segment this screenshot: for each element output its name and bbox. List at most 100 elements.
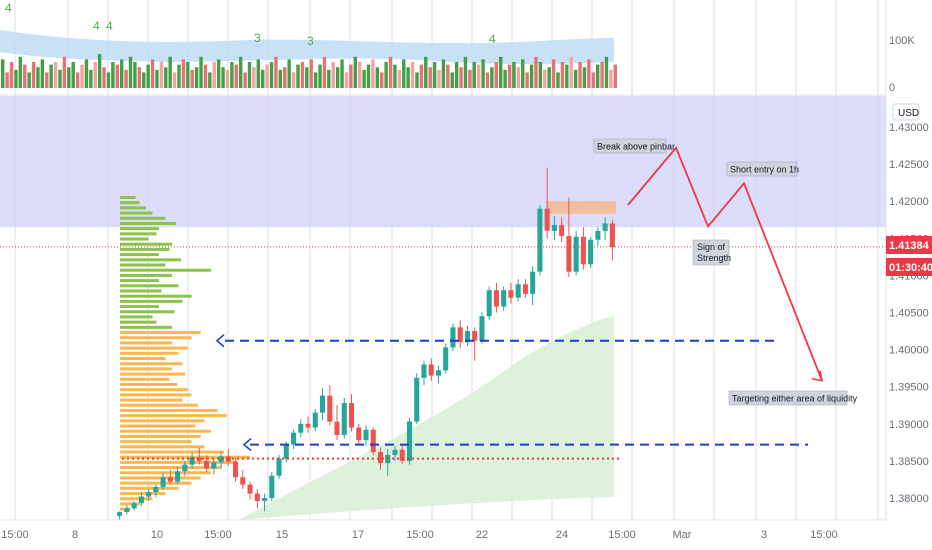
candle-body xyxy=(305,423,311,428)
volume-bar xyxy=(159,62,164,88)
volume-bar xyxy=(331,62,335,88)
candle-body xyxy=(117,512,123,516)
price-tick: 1.42500 xyxy=(889,159,929,171)
volume-bar xyxy=(521,59,525,88)
volume-bar xyxy=(164,67,168,88)
volume-bar xyxy=(265,64,269,88)
volume-bar xyxy=(58,69,62,88)
volume-bar xyxy=(97,54,102,88)
profile-bar xyxy=(120,315,153,319)
volume-bar xyxy=(525,72,529,88)
profile-bar xyxy=(120,211,153,215)
currency-button[interactable] xyxy=(892,103,920,121)
price-axis[interactable]: 1.430001.425001.420001.415001.410001.405… xyxy=(885,0,932,520)
projection-path xyxy=(627,146,823,382)
volume-bar xyxy=(415,72,419,88)
profile-bar xyxy=(120,414,227,418)
volume-bar xyxy=(534,56,538,88)
candle-body xyxy=(262,498,268,501)
volume-bar xyxy=(186,62,190,88)
profile-bar xyxy=(120,362,183,366)
volume-bar xyxy=(106,72,111,88)
candle-body xyxy=(334,421,340,435)
volume-bar xyxy=(283,67,287,88)
volume-count-label-partial: 4 xyxy=(5,1,12,15)
volume-count-label: 3 xyxy=(307,34,314,48)
profile-bar xyxy=(120,440,192,444)
current-price-badge xyxy=(886,236,932,254)
growth-cone xyxy=(238,316,614,520)
volume-count-label: 4 xyxy=(489,32,496,46)
profile-bar xyxy=(120,289,162,293)
volume-bar xyxy=(512,62,516,88)
time-tick: 15:00 xyxy=(204,529,232,541)
candle-body xyxy=(356,427,362,441)
candle-body xyxy=(435,370,441,376)
candle-body xyxy=(291,432,297,445)
candle-body xyxy=(124,508,130,513)
candle-body xyxy=(204,460,210,469)
profile-bar xyxy=(120,445,205,449)
profile-bar xyxy=(120,331,201,335)
volume-bar xyxy=(556,72,560,88)
volume-bar xyxy=(14,69,18,88)
profile-bar xyxy=(120,310,175,314)
volume-bar xyxy=(543,69,547,88)
volume-bar xyxy=(230,62,234,88)
candle-body xyxy=(276,458,282,476)
volume-bar xyxy=(375,67,380,88)
profile-bar xyxy=(120,450,224,454)
profile-bar xyxy=(120,258,182,262)
annotation-short-entry[interactable]: Short entry on 1h xyxy=(726,161,799,177)
level-arrowhead xyxy=(242,437,252,452)
volume-bar xyxy=(9,62,14,88)
time-tick: 8 xyxy=(72,529,78,541)
profile-bar xyxy=(120,325,172,329)
candles xyxy=(117,167,615,521)
volume-bar xyxy=(225,69,230,88)
candle-body xyxy=(341,403,347,435)
volume-bar xyxy=(516,67,521,88)
candle-body xyxy=(196,457,202,461)
candle-body xyxy=(348,403,355,428)
profile-bar xyxy=(120,216,166,220)
volume-bar xyxy=(450,72,454,88)
annotation-text-line2: Strength xyxy=(697,253,731,263)
profile-bar xyxy=(120,336,192,340)
volume-bar xyxy=(335,67,340,88)
time-tick: 15:00 xyxy=(1,529,29,541)
volume-bar xyxy=(124,69,128,88)
time-axis[interactable]: 15:00 8 10 15:00 15 17 15:00 22 24 15:00 Mar 3 15:00 xyxy=(0,519,886,541)
profile-bar xyxy=(120,393,192,397)
annotation-targeting-liquidity[interactable]: Targeting either area of liquidity xyxy=(728,390,858,406)
volume-bar xyxy=(172,72,177,88)
time-tick: 15:00 xyxy=(406,529,434,541)
volume-bar xyxy=(569,56,573,88)
volume-bar xyxy=(243,72,247,88)
annotation-break-above-pinbar[interactable]: Break above pinbar xyxy=(593,138,675,154)
volume-bar xyxy=(393,64,397,88)
volume-bar xyxy=(503,69,507,88)
annotation-sign-of-strength[interactable]: Sign of Strength xyxy=(692,239,731,266)
profile-bar xyxy=(120,206,146,210)
profile-bar xyxy=(120,403,198,407)
profile-bar xyxy=(120,466,222,470)
volume-bar xyxy=(454,62,459,88)
profile-bar xyxy=(120,242,172,246)
profile-bar xyxy=(120,424,196,428)
volume-bar xyxy=(353,56,357,88)
candle-body xyxy=(146,492,152,497)
volume-bar xyxy=(1,59,5,88)
candle-body xyxy=(530,271,536,294)
volume-bar xyxy=(216,59,221,88)
volume-bar xyxy=(40,59,45,88)
horizontal-levels xyxy=(122,334,808,460)
annotation-text-line1: Sign of xyxy=(697,242,726,252)
profile-bar xyxy=(120,294,192,298)
candle-body xyxy=(515,284,521,298)
volume-axis-tick: 0 xyxy=(889,82,895,94)
time-tick: 17 xyxy=(352,529,364,541)
volume-bar xyxy=(190,69,194,88)
annotation-box xyxy=(692,239,730,266)
